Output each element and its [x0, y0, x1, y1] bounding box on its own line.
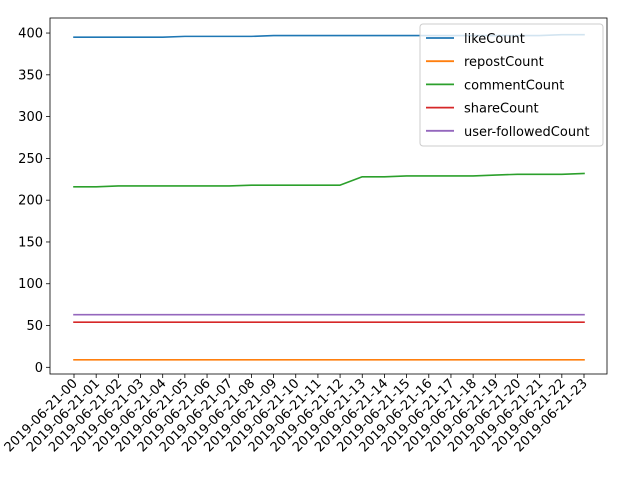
legend-label: commentCount: [464, 78, 564, 93]
plot-frame: [49, 17, 608, 375]
legend-label: likeCount: [464, 32, 525, 47]
y-tick-label: 0: [35, 361, 43, 376]
y-tick-label: 350: [18, 68, 43, 83]
y-tick-label: 300: [18, 110, 43, 125]
series-line-commentCount: [73, 172, 585, 188]
y-tick-label: 250: [18, 152, 43, 167]
legend-label: user-followedCount: [464, 125, 589, 140]
legend-label: shareCount: [464, 102, 539, 117]
y-tick-label: 100: [18, 277, 43, 292]
legend-box: [419, 23, 604, 147]
y-tick-label: 200: [18, 194, 43, 209]
y-tick-label: 150: [18, 235, 43, 250]
legend: likeCount repostCount commentCount shareCou…: [419, 23, 604, 147]
y-tick-label: 50: [26, 319, 43, 334]
legend-label: repostCount: [464, 55, 544, 70]
axes-layer: 0501001502002503003504002019-06-21-00201…: [2, 27, 591, 456]
y-tick-label: 400: [18, 27, 43, 42]
